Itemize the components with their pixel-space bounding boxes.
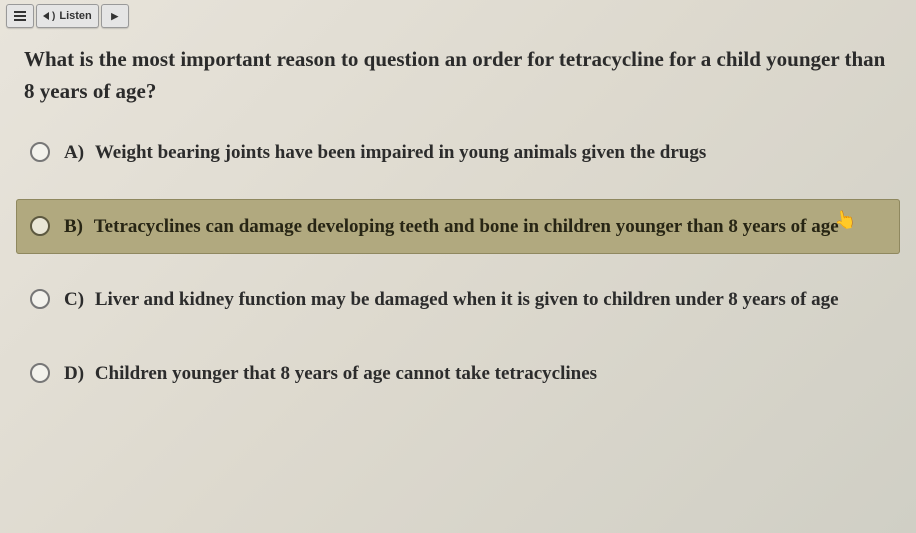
listen-button[interactable]: ) Listen (36, 4, 99, 28)
option-text: Liver and kidney function may be damaged… (95, 289, 839, 310)
listen-label: Listen (59, 10, 91, 22)
option-a[interactable]: A) Weight bearing joints have been impai… (16, 125, 900, 181)
radio-icon (30, 142, 50, 162)
option-body: A) Weight bearing joints have been impai… (50, 139, 706, 167)
option-text: Tetracyclines can damage developing teet… (94, 216, 839, 237)
play-icon: ▶ (111, 11, 118, 22)
option-b[interactable]: B) Tetracyclines can damage developing t… (16, 199, 900, 255)
speaker-icon: ) (43, 11, 55, 22)
play-button[interactable]: ▶ (101, 4, 129, 28)
option-text: Weight bearing joints have been impaired… (95, 142, 706, 163)
option-text: Children younger that 8 years of age can… (95, 363, 597, 384)
menu-button[interactable] (6, 4, 34, 28)
radio-icon (30, 216, 50, 236)
option-letter: A) (64, 142, 84, 163)
option-letter: D) (64, 363, 84, 384)
option-body: B) Tetracyclines can damage developing t… (50, 213, 839, 241)
question-text: What is the most important reason to que… (0, 32, 916, 125)
option-c[interactable]: C) Liver and kidney function may be dama… (16, 272, 900, 328)
radio-icon (30, 363, 50, 383)
options-group: A) Weight bearing joints have been impai… (0, 125, 916, 401)
option-body: D) Children younger that 8 years of age … (50, 360, 597, 388)
option-d[interactable]: D) Children younger that 8 years of age … (16, 346, 900, 402)
toolbar: ) Listen ▶ (0, 0, 916, 32)
radio-icon (30, 289, 50, 309)
option-body: C) Liver and kidney function may be dama… (50, 286, 839, 314)
option-letter: C) (64, 289, 84, 310)
hamburger-icon (14, 11, 26, 21)
option-letter: B) (64, 216, 83, 237)
